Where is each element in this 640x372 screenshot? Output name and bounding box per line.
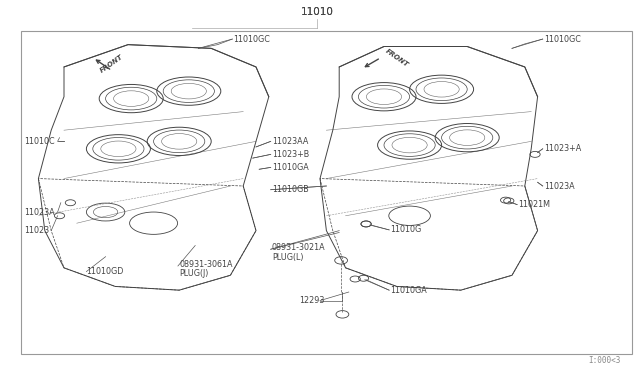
- Text: 11010G: 11010G: [390, 225, 422, 234]
- Text: 12293: 12293: [299, 296, 324, 305]
- Text: 08931-3061A: 08931-3061A: [179, 260, 233, 269]
- Text: FRONT: FRONT: [384, 48, 410, 68]
- Text: 11023A: 11023A: [24, 208, 55, 217]
- Text: 11023+A: 11023+A: [544, 144, 581, 153]
- Bar: [21, 31, 632, 354]
- Text: 11010GB: 11010GB: [272, 185, 308, 194]
- Text: 11010GC: 11010GC: [544, 35, 581, 44]
- Text: 11010GC: 11010GC: [234, 35, 271, 44]
- Text: 11023+B: 11023+B: [272, 150, 309, 159]
- Text: FRONT: FRONT: [99, 53, 125, 73]
- Text: 11023: 11023: [24, 226, 49, 235]
- Text: 11010GD: 11010GD: [86, 267, 124, 276]
- Text: 08931-3021A: 08931-3021A: [272, 243, 326, 252]
- Text: 11010: 11010: [300, 7, 333, 17]
- Text: PLUG(J): PLUG(J): [179, 269, 209, 278]
- Text: 11010: 11010: [300, 7, 333, 17]
- Text: 11021M: 11021M: [518, 200, 550, 209]
- Text: 11023A: 11023A: [544, 182, 575, 190]
- Text: I:000<3: I:000<3: [588, 356, 621, 365]
- Text: PLUG(L): PLUG(L): [272, 253, 303, 262]
- Text: 11010GA: 11010GA: [272, 163, 308, 172]
- Text: 11010C: 11010C: [24, 137, 55, 146]
- Text: 11023AA: 11023AA: [272, 137, 308, 146]
- Text: 11010GA: 11010GA: [390, 286, 427, 295]
